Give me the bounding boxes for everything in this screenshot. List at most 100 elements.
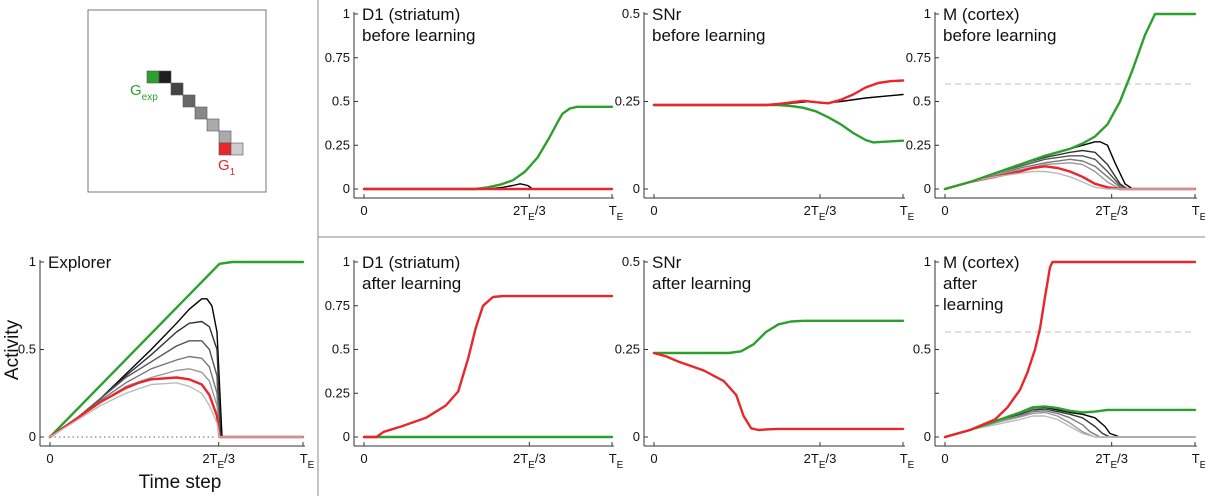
series-line-red <box>943 260 1197 439</box>
x-tick-label: TE <box>609 203 624 223</box>
trajectory-cell <box>218 130 232 144</box>
y-tick-label: 0 <box>343 429 350 444</box>
series-line-red <box>48 376 305 439</box>
panel-d1-after: 0 0.25 0.5 0.75 1 0 2TE/3 TE D1 (striatum) after … <box>325 253 624 471</box>
trajectory-cell <box>206 118 220 132</box>
series-line-green <box>48 260 305 439</box>
panel-title: SNr after learning <box>652 253 751 293</box>
x-tick-label: 2TE/3 <box>1095 451 1128 471</box>
y-tick-label: 1 <box>343 254 350 269</box>
series-line-gray5 <box>944 415 1196 438</box>
series-line-gray5 <box>944 170 1196 190</box>
x-tick-label: 2TE/3 <box>1095 203 1128 223</box>
panel-m-after: 0 0.5 1 0 2TE/3 TE M (cortex) after learning <box>913 253 1205 471</box>
series-line-gray0 <box>49 298 304 438</box>
x-tick-label: 2TE/3 <box>202 451 235 471</box>
y-tick-label: 0 <box>924 429 931 444</box>
x-tick-label: TE <box>1192 203 1205 223</box>
panel-snr-after: 0 0.25 0.5 0 2TE/3 TE SNr after learning <box>615 253 915 471</box>
goal-exp-cell <box>146 70 160 84</box>
y-tick-label: 0.5 <box>18 342 36 357</box>
y-tick-label: 0 <box>633 181 640 196</box>
y-tick-label: 0.25 <box>325 137 350 152</box>
x-tick-label: 2TE/3 <box>804 451 837 471</box>
x-tick-label: 0 <box>941 451 948 466</box>
series-line-gray4 <box>49 368 304 438</box>
x-tick-label: 2TE/3 <box>804 203 837 223</box>
x-tick-label: TE <box>900 451 915 471</box>
trajectory-cell <box>230 142 244 156</box>
y-tick-label: 0.75 <box>325 298 350 313</box>
x-tick-label: 0 <box>360 451 367 466</box>
x-tick-label: 2TE/3 <box>513 203 546 223</box>
trajectory-cell <box>182 94 196 108</box>
series-line-red <box>652 79 905 107</box>
y-tick-label: 0.25 <box>615 94 640 109</box>
panel-explorer: 0 0.5 1 0 2TE/3 TE Explorer <box>18 253 315 471</box>
x-tick-label: 0 <box>360 203 367 218</box>
series-line-green <box>652 103 905 144</box>
y-tick-label: 0 <box>343 181 350 196</box>
y-tick-label: 0.75 <box>906 50 931 65</box>
x-tick-label: TE <box>900 203 915 223</box>
panel-title: M (cortex) before learning <box>943 5 1056 45</box>
panel-m-before: 0 0.25 0.5 0.75 1 0 2TE/3 TE M (cortex) before le… <box>906 5 1205 223</box>
series-line-gray1 <box>49 320 304 438</box>
y-tick-label: 0.25 <box>325 385 350 400</box>
y-tick-label: 0.5 <box>332 342 350 357</box>
y-tick-label: 0.5 <box>622 6 640 21</box>
panel-d1-before: 0 0.25 0.5 0.75 1 0 2TE/3 TE D1 (striatum) before… <box>325 5 624 223</box>
trajectory-cell <box>194 106 208 120</box>
x-tick-label: 0 <box>650 451 657 466</box>
g1-subscript: 1 <box>230 167 236 178</box>
series-line-green <box>943 405 1197 439</box>
x-tick-label: TE <box>300 451 315 471</box>
y-tick-label: 1 <box>924 254 931 269</box>
y-tick-label: 0.5 <box>913 342 931 357</box>
x-axis-label: Time step <box>139 472 222 493</box>
y-tick-label: 0.75 <box>325 50 350 65</box>
series-line-green <box>943 12 1197 191</box>
y-tick-label: 0 <box>29 429 36 444</box>
trajectory-cells <box>146 70 244 156</box>
series-line-red <box>362 294 614 439</box>
x-tick-label: TE <box>609 451 624 471</box>
series-line-green <box>362 105 614 191</box>
y-tick-label: 0 <box>633 429 640 444</box>
y-tick-label: 0 <box>924 181 931 196</box>
y-tick-label: 1 <box>343 6 350 21</box>
panel-snr-before: 0 0.25 0.5 0 2TE/3 TE SNr before learning <box>615 5 915 223</box>
panel-title: D1 (striatum) before learning <box>362 5 475 45</box>
series-line-gray3 <box>944 158 1196 190</box>
panel-title: D1 (striatum) after learning <box>362 253 461 293</box>
y-tick-label: 1 <box>29 254 36 269</box>
x-tick-label: TE <box>1192 451 1205 471</box>
inset-frame <box>87 9 267 193</box>
y-tick-label: 0.5 <box>332 94 350 109</box>
y-tick-label: 0.25 <box>906 137 931 152</box>
y-tick-label: 0.5 <box>622 254 640 269</box>
y-axis-label: Activity <box>2 319 23 380</box>
gexp-subscript: exp <box>142 92 159 103</box>
x-tick-label: 2TE/3 <box>513 451 546 471</box>
x-tick-label: 0 <box>650 203 657 218</box>
grid-inset: Gexp G1 <box>87 9 267 193</box>
goal-1-cell <box>218 142 232 156</box>
panel-title: Explorer <box>48 253 112 272</box>
chart-panels: 0 0.5 1 0 2TE/3 TE Explorer 0 0.25 0.5 0.75 1 0 2TE/3… <box>18 5 1205 471</box>
series-line-red <box>652 351 905 432</box>
series-line-green <box>652 319 905 355</box>
panel-title: M (cortex) after learning <box>943 253 1020 314</box>
panel-title: SNr before learning <box>652 5 765 45</box>
x-tick-label: 0 <box>46 451 53 466</box>
trajectory-cell <box>170 82 184 96</box>
g1-label: G1 <box>218 157 236 178</box>
gexp-label: Gexp <box>130 82 158 103</box>
y-tick-label: 1 <box>924 6 931 21</box>
y-tick-label: 0.5 <box>913 94 931 109</box>
x-tick-label: 0 <box>941 203 948 218</box>
y-tick-label: 0.25 <box>615 342 640 357</box>
series-line-gray2 <box>49 340 304 438</box>
series-line-gray4 <box>944 162 1196 190</box>
